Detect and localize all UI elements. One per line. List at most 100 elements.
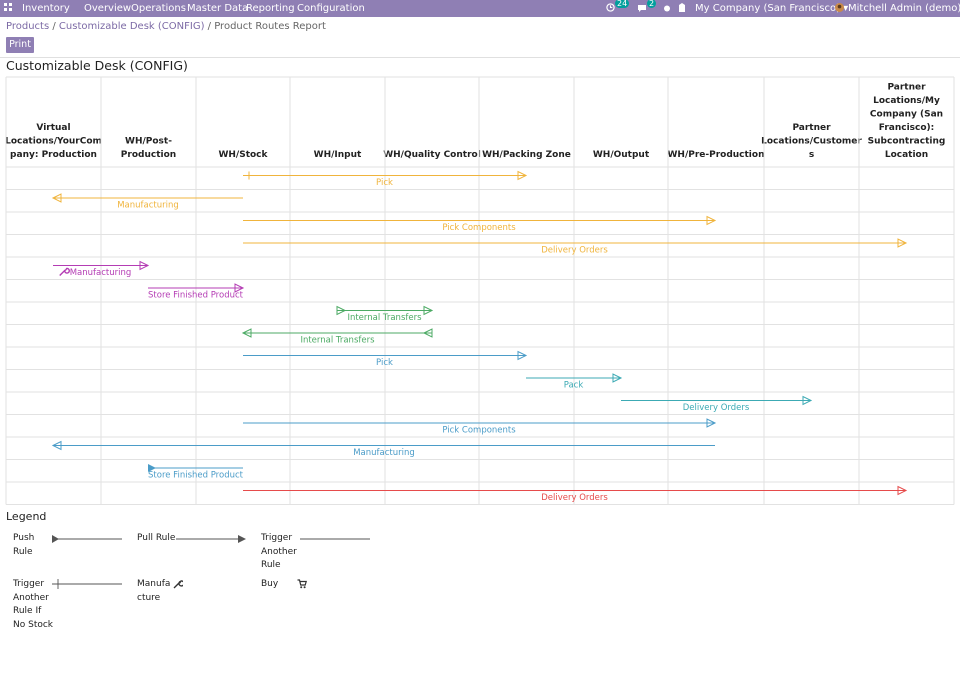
column-header-line: Virtual (36, 123, 70, 133)
route-rule-row: Manufacturing (51, 440, 715, 458)
route-rule-row: Pick Components (243, 418, 717, 436)
legend-title: Legend (6, 510, 47, 523)
route-arrow-head (897, 238, 908, 248)
header-divider (0, 57, 960, 58)
legend-manufacture-label: Manufacture (137, 579, 171, 603)
route-rule-row: Delivery Orders (243, 238, 908, 256)
legend-trigger-label: Trigger Another Rule (261, 533, 297, 570)
legend-pull-symbol (176, 535, 246, 543)
route-rule-row: Pick Components (243, 215, 717, 233)
route-rule-label: Pick Components (442, 426, 516, 436)
report-title: Customizable Desk (CONFIG) (6, 58, 188, 73)
bug-icon[interactable] (663, 4, 671, 15)
activity-clock-icon[interactable] (606, 3, 615, 15)
route-rule-row: Internal Transfers (336, 305, 434, 323)
legend-push-symbol (52, 535, 122, 543)
column-header-line: Subcontracting (868, 137, 946, 147)
route-arrow-head (517, 350, 528, 361)
route-arrow-head (422, 328, 433, 338)
route-rule-row: Internal Transfers (241, 328, 433, 346)
breadcrumb-separator: / (49, 21, 59, 32)
legend-trigger-no-stock-symbol (52, 579, 122, 589)
company-switcher[interactable]: My Company (San Francisco) ▾ (695, 3, 848, 14)
activity-count-badge: 24 (615, 0, 630, 8)
column-header: Partner Locations/Customer s (761, 123, 862, 160)
route-arrow-head (706, 418, 717, 428)
route-rule-label: Pick (376, 358, 393, 368)
route-arrow-head (234, 283, 245, 293)
route-arrow-head (148, 464, 156, 472)
message-count-badge: 2 (647, 0, 657, 8)
column-header-line: Partner (887, 83, 926, 93)
column-header: Virtual Locations/YourCom pany: Production (5, 123, 102, 160)
cart-icon (297, 579, 307, 589)
menu-reporting[interactable]: Reporting (246, 3, 295, 14)
route-rule-row: Delivery Orders (243, 485, 908, 503)
wrench-icon (173, 580, 183, 589)
menu-configuration[interactable]: Configuration (297, 3, 365, 14)
column-header: WH/Pre-Production (667, 150, 764, 160)
user-name: Mitchell Admin (demo) (848, 3, 960, 14)
company-name: My Company (San Francisco) (695, 3, 840, 14)
messages-icon[interactable] (637, 4, 647, 15)
route-arrow-head (897, 485, 908, 496)
route-rule-row: Store Finished Product (148, 464, 244, 481)
route-rule-label: Pick (376, 178, 393, 188)
route-rule-row: Delivery Orders (621, 395, 813, 413)
route-rule-label: Delivery Orders (541, 246, 608, 256)
wrench-icon (59, 267, 70, 276)
breadcrumb: Products / Customizable Desk (CONFIG) / … (6, 21, 326, 32)
breadcrumb-separator: / (204, 21, 215, 32)
route-rule-label: Internal Transfers (300, 336, 375, 346)
column-header-line: Locations/YourCom (5, 137, 102, 147)
route-rule-label: Store Finished Product (148, 471, 244, 481)
route-rule-row: Store Finished Product (148, 283, 245, 301)
route-rule-label: Delivery Orders (541, 493, 608, 503)
route-rule-label: Store Finished Product (148, 291, 244, 301)
column-header-line: s (809, 150, 814, 160)
route-arrow-head (241, 328, 252, 338)
menu-overview[interactable]: Overview (84, 3, 132, 14)
column-header-line: WH/Quality Control (383, 150, 481, 160)
column-header: WH/Quality Control (383, 150, 481, 160)
column-header: WH/Output (593, 150, 650, 160)
column-header-line: WH/Input (314, 150, 362, 160)
column-header-line: Francisco): (879, 123, 935, 133)
column-header-line: pany: Production (10, 150, 97, 160)
breadcrumb-products[interactable]: Products (6, 21, 50, 32)
column-header-line: Location (885, 150, 928, 160)
route-rule-label: Manufacturing (70, 268, 132, 278)
user-menu[interactable]: Mitchell Admin (demo) ▾ (848, 3, 960, 14)
route-arrow-head (139, 260, 150, 271)
user-avatar[interactable] (835, 3, 844, 15)
breadcrumb-current: Product Routes Report (214, 21, 326, 32)
company-building-icon (678, 3, 686, 15)
column-header-line: Partner (792, 123, 831, 133)
column-header-line: WH/Output (593, 150, 650, 160)
menu-operations[interactable]: Operations (131, 3, 186, 14)
print-button[interactable]: Print (6, 37, 34, 53)
route-rule-row: Pick (243, 170, 528, 188)
legend-trigger-no-stock-label: Trigger Another Rule If No Stock (13, 579, 54, 630)
column-header-line: Production (121, 150, 176, 160)
breadcrumb-product[interactable]: Customizable Desk (CONFIG) (58, 21, 205, 32)
route-arrow-head (517, 170, 528, 181)
route-arrow-head (802, 395, 813, 406)
route-rule-label: Manufacturing (117, 201, 179, 211)
route-arrow-head (51, 193, 62, 203)
route-rule-row: Pack (526, 373, 623, 391)
top-navbar: Inventory Overview Operations Master Dat… (0, 0, 960, 17)
app-name[interactable]: Inventory (22, 3, 70, 14)
column-header: WH/Stock (218, 150, 268, 160)
column-header: WH/Post- Production (121, 137, 176, 161)
route-rule-label: Internal Transfers (347, 313, 422, 323)
column-header: WH/Input (314, 150, 362, 160)
route-rule-label: Manufacturing (353, 448, 415, 458)
route-arrow-head (612, 373, 623, 383)
table-grid (5, 76, 955, 505)
legend-trigger-symbol (300, 538, 370, 540)
column-header-line: Locations/Customer (761, 137, 862, 147)
apps-menu-icon[interactable] (4, 3, 13, 12)
route-arrow-head (423, 305, 434, 316)
menu-master-data[interactable]: Master Data (187, 3, 249, 14)
